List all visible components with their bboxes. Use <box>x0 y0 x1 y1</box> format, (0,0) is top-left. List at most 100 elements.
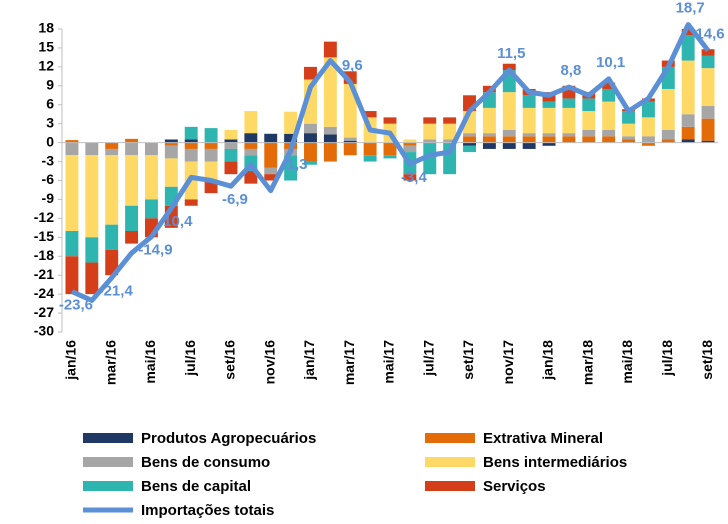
bar-segment <box>522 95 536 108</box>
y-tick-label: 12 <box>38 58 54 74</box>
bar-segment <box>562 98 576 108</box>
bar-segment <box>85 262 99 295</box>
bar-segment <box>363 155 377 162</box>
bar-segment <box>304 133 317 143</box>
bar-segment <box>562 133 576 137</box>
x-tick-label: mai/18 <box>619 340 635 384</box>
bar-segment <box>65 256 79 295</box>
legend-swatch <box>425 457 475 467</box>
bar-segment <box>125 155 139 206</box>
bar-segment <box>701 68 715 107</box>
bar-segment <box>264 174 278 181</box>
bar-segment <box>304 123 317 134</box>
bar-segment <box>164 139 178 143</box>
bar-segment <box>105 249 119 276</box>
bar-segment <box>443 117 457 124</box>
y-tick-label: -6 <box>42 171 55 187</box>
x-tick-label: mar/17 <box>341 340 357 385</box>
bar-segment <box>65 140 79 143</box>
data-label: -3,4 <box>401 169 428 186</box>
bar-segment <box>542 136 556 143</box>
bar-segment <box>403 139 417 143</box>
y-tick-label: -18 <box>34 247 54 263</box>
bar-segment <box>622 111 636 124</box>
bar-segment <box>204 142 218 149</box>
bar-segment <box>144 142 158 156</box>
x-tick-label: jan/17 <box>301 340 317 381</box>
bar-segment <box>304 142 317 162</box>
bar-segment <box>661 139 675 143</box>
bar-segment <box>224 130 238 140</box>
data-label: 9,6 <box>342 57 363 74</box>
bar-segment <box>542 101 556 108</box>
bar-segment <box>482 107 496 134</box>
bar-segment <box>681 35 695 61</box>
bar-segment <box>423 139 437 143</box>
bar-segment <box>244 142 258 149</box>
bar-segment <box>164 142 178 146</box>
bar-segment <box>582 98 596 112</box>
x-tick-label: jan/18 <box>540 340 556 381</box>
bar-segment <box>85 155 99 238</box>
bar-segment <box>363 142 377 156</box>
legend-swatch <box>83 481 133 491</box>
bar-segment <box>482 133 496 137</box>
bar-segment <box>582 111 596 130</box>
bar-segment <box>622 139 636 143</box>
x-tick-label: nov/17 <box>500 340 516 385</box>
bar-segment <box>224 161 238 175</box>
bar-segment <box>323 142 337 162</box>
bar-segment <box>244 111 258 134</box>
bar-segment <box>403 174 417 181</box>
legend-swatch <box>425 481 475 491</box>
bar-segment <box>681 60 695 115</box>
bar-segment <box>164 145 178 159</box>
bar-segment <box>204 128 218 143</box>
legend-label: Extrativa Mineral <box>483 430 603 447</box>
bar-segment <box>244 171 258 184</box>
bar-segment <box>602 136 616 143</box>
bar-segment <box>522 136 536 143</box>
bar-segment <box>423 123 437 140</box>
bar-segment <box>304 66 317 80</box>
data-label: 8,8 <box>560 62 581 79</box>
bar-segment <box>463 136 476 143</box>
y-tick-label: 18 <box>38 20 54 36</box>
bar-segment <box>701 49 715 56</box>
x-tick-label: jan/16 <box>63 340 79 381</box>
data-label: -10,4 <box>158 213 193 230</box>
y-tick-label: -21 <box>34 266 54 282</box>
line <box>70 22 711 303</box>
bar-segment <box>502 130 516 137</box>
bar-segment <box>622 136 636 140</box>
bar-segment <box>65 155 79 231</box>
bar-segment <box>522 107 536 134</box>
legend-label: Produtos Agropecuários <box>141 430 316 447</box>
x-tick-label: set/18 <box>699 340 715 380</box>
bar-segment <box>602 130 616 137</box>
bar-segment <box>323 41 337 58</box>
bar-segment <box>224 142 238 149</box>
bar-segment <box>85 142 99 156</box>
bar-segment <box>184 199 198 206</box>
x-tick-label: mai/17 <box>381 340 397 384</box>
bar-segment <box>502 63 516 71</box>
y-tick-label: 9 <box>46 77 54 93</box>
bar-segment <box>224 139 238 143</box>
data-label: 14,6 <box>695 25 724 42</box>
data-label: -14,9 <box>138 242 172 259</box>
bar-segment <box>482 142 496 149</box>
bar-segment <box>244 148 258 156</box>
bar-segment <box>522 142 536 149</box>
bar-segment <box>184 126 198 140</box>
bar-segment <box>681 29 695 36</box>
bar-segment <box>701 55 715 69</box>
legend-label: Bens intermediários <box>483 454 627 471</box>
bar-segment <box>264 142 278 168</box>
y-tick-label: 15 <box>38 39 54 55</box>
bar-segment <box>542 133 556 137</box>
bar-segment <box>343 137 357 141</box>
bar-segment <box>204 148 218 162</box>
bar-segment <box>304 161 317 165</box>
